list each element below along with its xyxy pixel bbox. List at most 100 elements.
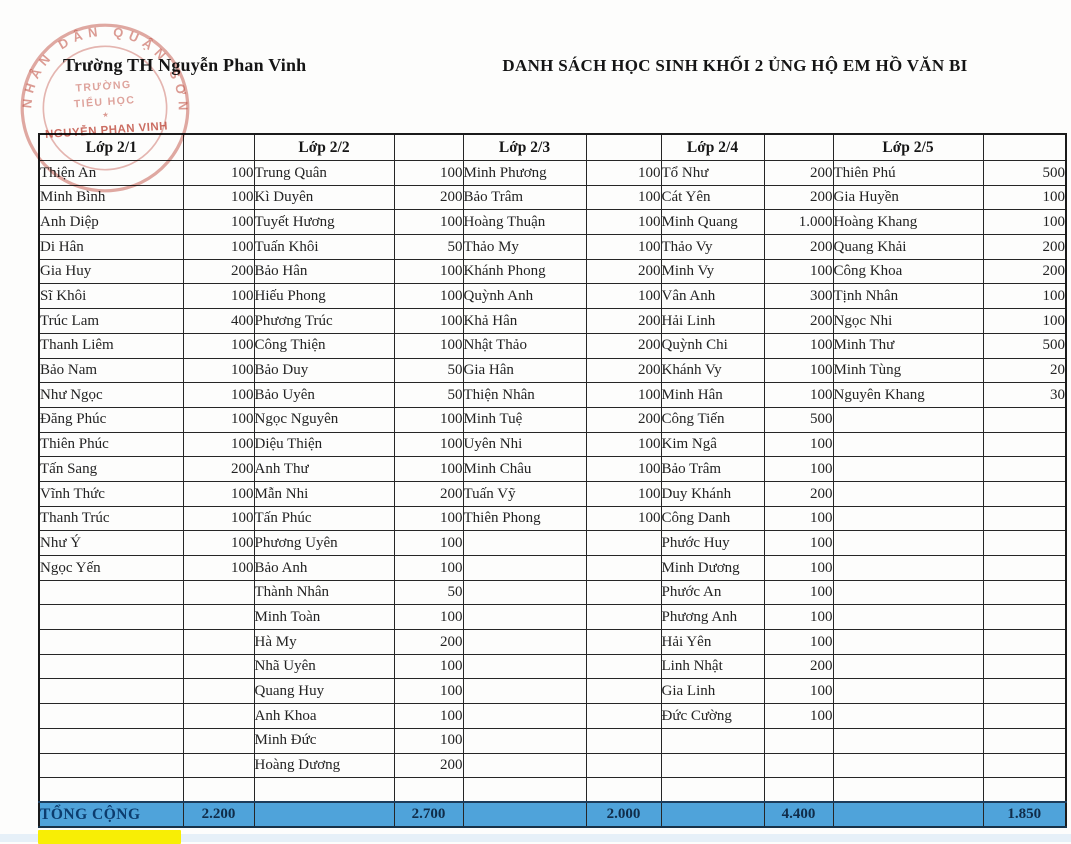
student-amount-cell (585, 727, 662, 754)
student-amount-cell: 100 (182, 555, 255, 581)
table-row: Bảo Nam 100 Bảo Duy 50 Gia Hân 200 Khánh Vy 100… (38, 357, 1067, 384)
student-amount-cell: 100 (393, 727, 464, 754)
student-name-cell: Như Ngọc (38, 382, 184, 408)
table-row: Sĩ Khôi 100 Hiếu Phong 100 Quỳnh Anh 100 Vân A… (38, 283, 1067, 310)
student-name-cell: Quang Khải (832, 234, 984, 260)
student-amount-cell: 100 (585, 431, 662, 458)
student-amount-cell (982, 431, 1067, 458)
student-amount-cell: 100 (763, 505, 834, 532)
student-amount-cell (982, 777, 1067, 803)
student-name-cell (462, 530, 587, 556)
student-name-cell: Trúc Lam (38, 308, 184, 334)
student-amount-cell: 100 (585, 184, 662, 211)
student-amount-cell (763, 777, 834, 803)
student-amount-cell: 400 (182, 308, 255, 334)
student-amount-cell (982, 555, 1067, 581)
student-amount-cell (182, 678, 255, 705)
student-amount-cell: 50 (393, 234, 464, 260)
student-name-cell (462, 604, 587, 631)
student-name-cell: Tịnh Nhân (832, 283, 984, 310)
student-name-cell: Công Danh (660, 505, 765, 532)
student-amount-cell: 200 (763, 480, 834, 507)
student-amount-cell: 100 (585, 283, 662, 310)
student-amount-cell: 500 (982, 160, 1067, 186)
student-amount-cell: 100 (763, 456, 834, 482)
student-name-cell (832, 703, 984, 729)
student-amount-cell (585, 777, 662, 803)
student-name-cell (832, 431, 984, 458)
student-name-cell (462, 752, 587, 779)
student-amount-cell: 200 (763, 160, 834, 186)
class-header-3: Lớp 2/3 (462, 133, 587, 161)
student-amount-cell: 100 (182, 505, 255, 532)
student-amount-cell (982, 406, 1067, 433)
total-amount-cell: 2.000 (585, 801, 662, 829)
student-name-cell: Nhật Thảo (462, 332, 587, 359)
student-amount-cell: 200 (763, 184, 834, 211)
student-name-cell: Phước Huy (660, 530, 765, 556)
student-name-cell: Cát Yên (660, 184, 765, 211)
student-name-cell: Minh Vy (660, 258, 765, 285)
student-amount-cell (585, 629, 662, 655)
school-name: Trường TH Nguyễn Phan Vinh (63, 55, 307, 75)
student-amount-cell: 100 (182, 480, 255, 507)
class-header-amount-4 (763, 133, 834, 161)
student-name-cell: Diệu Thiện (253, 431, 395, 458)
student-amount-cell: 200 (393, 629, 464, 655)
student-name-cell: Trung Quân (253, 160, 395, 186)
student-amount-cell: 100 (182, 406, 255, 433)
table-row: Thanh Liêm 100 Công Thiện 100 Nhật Thảo 200 Qu… (38, 332, 1067, 359)
student-amount-cell: 100 (585, 480, 662, 507)
student-amount-cell (585, 555, 662, 581)
student-amount-cell: 100 (763, 258, 834, 285)
student-name-cell: Tuấn Vỹ (462, 480, 587, 507)
student-amount-cell (763, 752, 834, 779)
table-row: Thanh Trúc 100 Tấn Phúc 100 Thiên Phong 100 Cô… (38, 505, 1067, 532)
student-name-cell: Thanh Liêm (38, 332, 184, 359)
student-name-cell: Gia Hân (462, 357, 587, 384)
student-amount-cell: 100 (393, 209, 464, 236)
student-amount-cell: 200 (393, 480, 464, 507)
student-name-cell (38, 703, 184, 729)
student-name-cell: Minh Châu (462, 456, 587, 482)
student-name-cell: Thiên Phú (832, 160, 984, 186)
total-empty-cell (832, 801, 984, 829)
table-row: Thành Nhân 50 Phước An 100 (38, 579, 1067, 606)
student-amount-cell: 100 (393, 283, 464, 310)
student-name-cell (832, 777, 984, 803)
student-amount-cell: 100 (393, 678, 464, 705)
student-name-cell: Bảo Anh (253, 555, 395, 581)
student-amount-cell: 100 (763, 703, 834, 729)
student-amount-cell (585, 530, 662, 556)
student-name-cell: Minh Hân (660, 382, 765, 408)
student-name-cell: Tuyết Hương (253, 209, 395, 236)
student-name-cell: Anh Thư (253, 456, 395, 482)
student-amount-cell (982, 456, 1067, 482)
student-amount-cell (182, 604, 255, 631)
student-name-cell: Thiện An (38, 160, 184, 186)
student-name-cell: Quỳnh Anh (462, 283, 587, 310)
student-name-cell: Thiên Phong (462, 505, 587, 532)
student-name-cell: Uyên Nhi (462, 431, 587, 458)
student-name-cell: Như Ý (38, 530, 184, 556)
total-amount-cell: 2.700 (393, 801, 464, 829)
student-name-cell: Minh Thư (832, 332, 984, 359)
student-name-cell: Quỳnh Chi (660, 332, 765, 359)
student-amount-cell: 500 (763, 406, 834, 433)
student-amount-cell (585, 752, 662, 779)
student-name-cell (462, 777, 587, 803)
student-name-cell: Bảo Nam (38, 357, 184, 384)
student-name-cell: Minh Quang (660, 209, 765, 236)
total-label-cell: TỔNG CỘNG (38, 801, 184, 829)
student-name-cell: Ngọc Nguyên (253, 406, 395, 433)
student-name-cell: Gia Linh (660, 678, 765, 705)
student-amount-cell: 200 (982, 234, 1067, 260)
student-amount-cell: 100 (763, 604, 834, 631)
student-amount-cell (763, 727, 834, 754)
table-row: Anh Khoa 100 Đức Cường 100 (38, 703, 1067, 729)
student-amount-cell: 100 (182, 209, 255, 236)
student-amount-cell (585, 653, 662, 680)
student-name-cell (660, 727, 765, 754)
student-name-cell (832, 530, 984, 556)
student-amount-cell (982, 653, 1067, 680)
